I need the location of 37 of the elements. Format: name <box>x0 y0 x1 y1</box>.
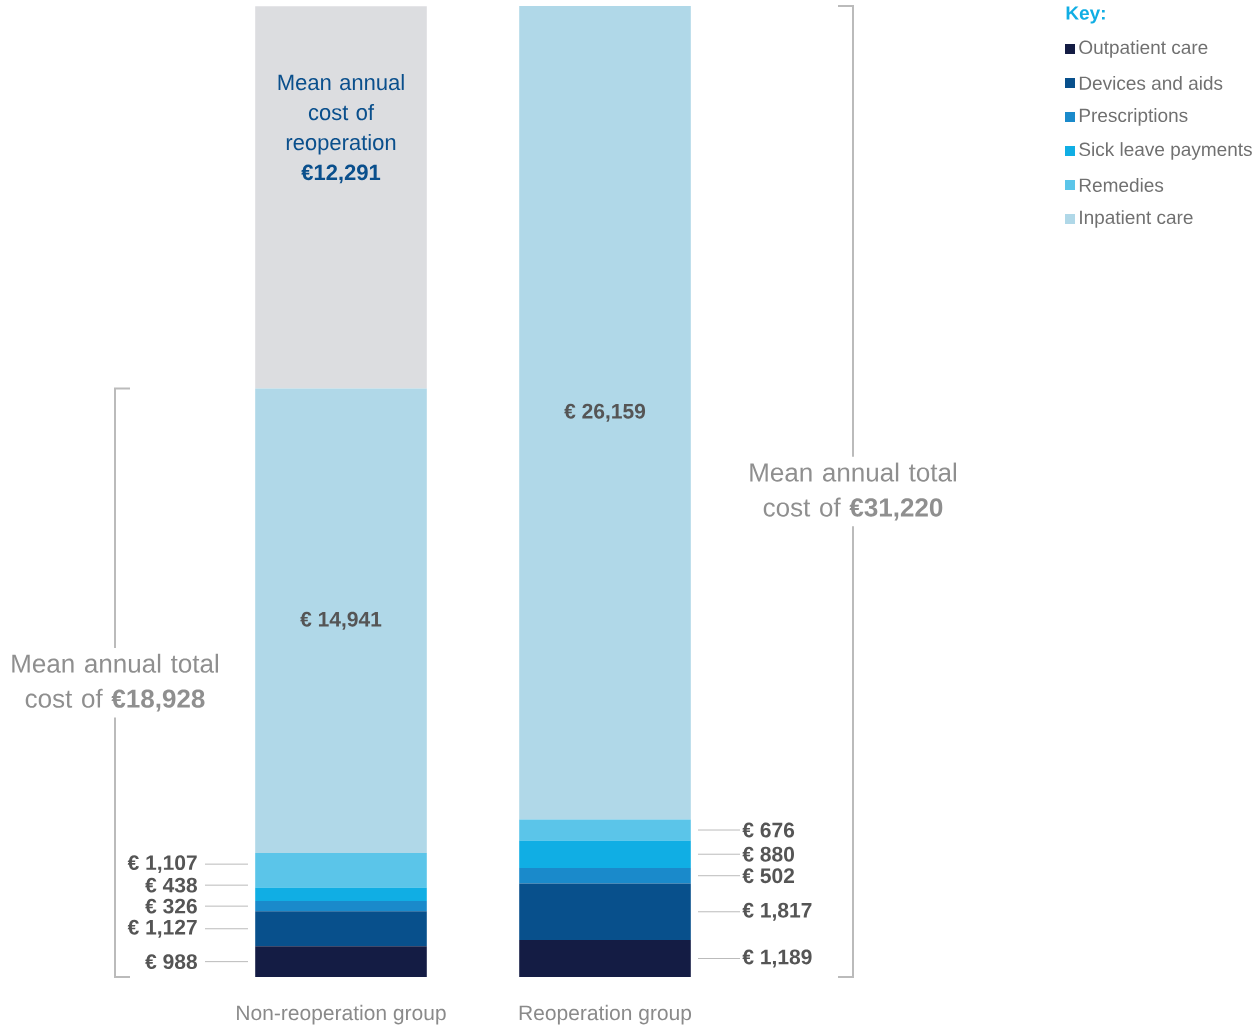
bar <box>519 883 691 941</box>
data-label: € 502 <box>742 868 795 884</box>
bar <box>519 867 691 884</box>
legend-label: Inpatient care <box>1080 210 1193 228</box>
data-label: € 14,941 <box>300 611 382 630</box>
data-label: € 676 <box>742 822 795 838</box>
text: Mean annual total cost of €31,220 <box>750 462 957 521</box>
data-label: € 1,817 <box>742 902 812 921</box>
legend-title: Key: <box>1066 6 1105 24</box>
bar <box>255 887 427 902</box>
data-label: € 988 <box>145 954 197 970</box>
bar <box>255 901 427 912</box>
legend-label: Sick leave payments <box>1079 142 1252 160</box>
bar <box>255 911 427 947</box>
x-tick-label: Reoperation group <box>519 1004 692 1025</box>
annotation: Mean annual total cost of €18,928 <box>12 653 218 712</box>
bar <box>255 388 427 854</box>
bar <box>255 6 427 389</box>
x-tick-label: Non-reoperation group <box>237 1004 446 1025</box>
data-label: € 880 <box>742 846 794 862</box>
bar <box>255 946 427 977</box>
bar <box>255 853 427 888</box>
bar <box>519 819 691 841</box>
bar <box>519 5 691 820</box>
legend-label: Devices and aids <box>1079 76 1223 90</box>
bar <box>519 840 691 868</box>
data-label: € 1,127 <box>127 919 197 938</box>
data-label: Mean annual cost of reoperation €12,291 <box>278 74 404 184</box>
bar <box>519 940 691 977</box>
legend-label: Remedies <box>1079 178 1164 192</box>
legend-label: Outpatient care <box>1079 40 1208 58</box>
data-label: € 438 <box>145 877 197 893</box>
data-label: € 1,189 <box>742 949 812 968</box>
data-label: € 1,107 <box>127 855 197 874</box>
data-label: € 326 <box>145 898 197 914</box>
data-label: € 26,159 <box>564 403 646 422</box>
legend-label: Prescriptions <box>1079 108 1188 126</box>
